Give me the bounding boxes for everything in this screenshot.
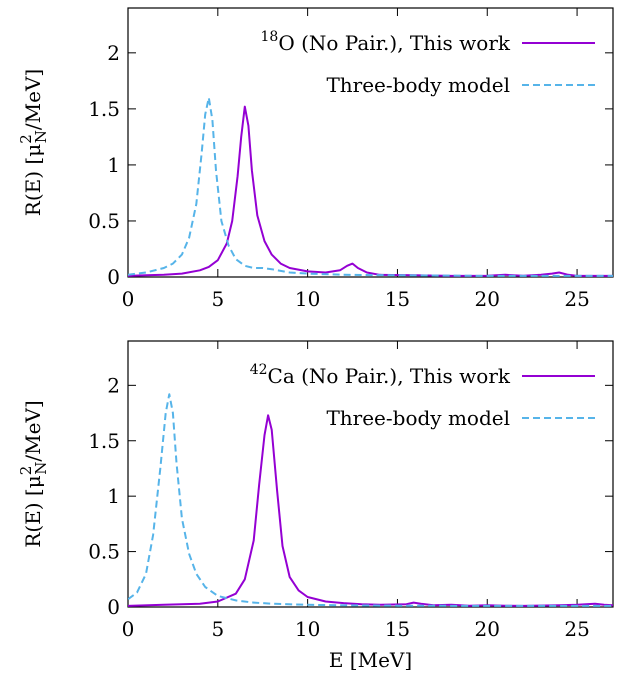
plot-frame [127, 340, 614, 608]
x-tick-label: 25 [564, 287, 589, 311]
y-label-text: /MeV] [21, 69, 45, 130]
y-tick-label: 2 [107, 373, 120, 397]
y-label-text: /MeV] [21, 400, 45, 461]
y-label-sub: N [32, 462, 50, 475]
plot-frame [127, 7, 614, 278]
y-tick-label: 2 [107, 41, 120, 65]
x-tick-label: 10 [295, 287, 320, 311]
y-tick-label: 1.5 [88, 97, 120, 121]
y-label-text: R(E) [μ [21, 475, 45, 547]
x-tick-label: 15 [385, 287, 410, 311]
x-tick-label: 5 [211, 287, 224, 311]
series-line-this-work [128, 414, 613, 607]
y-axis-label: R(E) [μ2N/MeV] [17, 400, 50, 547]
x-tick-label: 20 [475, 617, 500, 641]
legend-text: Three-body model [326, 406, 510, 430]
x-tick-label: 10 [295, 617, 320, 641]
x-axis-label: E [MeV] [329, 648, 412, 672]
legend-label: 42Ca (No Pair.), This work [250, 362, 511, 388]
series-line-this-work [128, 105, 613, 277]
y-label-text: R(E) [μ [21, 144, 45, 216]
x-tick-label: 15 [385, 617, 410, 641]
y-label-sup: 2 [17, 466, 35, 476]
legend-label: Three-body model [326, 406, 510, 430]
y-label-sup: 2 [17, 134, 35, 144]
y-tick-label: 1 [107, 153, 120, 177]
series-line-three-body [128, 393, 613, 607]
y-axis-label: R(E) [μ2N/MeV] [17, 69, 50, 216]
legend-text: Ca (No Pair.), This work [268, 364, 511, 388]
x-tick-label: 20 [475, 287, 500, 311]
legend-text: Three-body model [326, 73, 510, 97]
y-tick-label: 0 [107, 265, 120, 289]
y-tick-label: 0.5 [88, 209, 120, 233]
y-tick-label: 1 [107, 484, 120, 508]
legend-label: Three-body model [326, 73, 510, 97]
y-tick-label: 1.5 [88, 429, 120, 453]
x-tick-label: 5 [211, 617, 224, 641]
legend-text: O (No Pair.), This work [278, 31, 511, 55]
y-tick-label: 0.5 [88, 540, 120, 564]
legend-sup: 18 [261, 29, 279, 45]
legend-sup: 42 [250, 362, 268, 378]
legend-label: 18O (No Pair.), This work [261, 29, 511, 55]
x-tick-label: 25 [564, 617, 589, 641]
x-tick-label: 0 [122, 287, 135, 311]
y-tick-label: 0 [107, 595, 120, 619]
series-line-three-body [128, 96, 613, 277]
x-tick-label: 0 [122, 617, 135, 641]
y-label-sub: N [32, 130, 50, 143]
